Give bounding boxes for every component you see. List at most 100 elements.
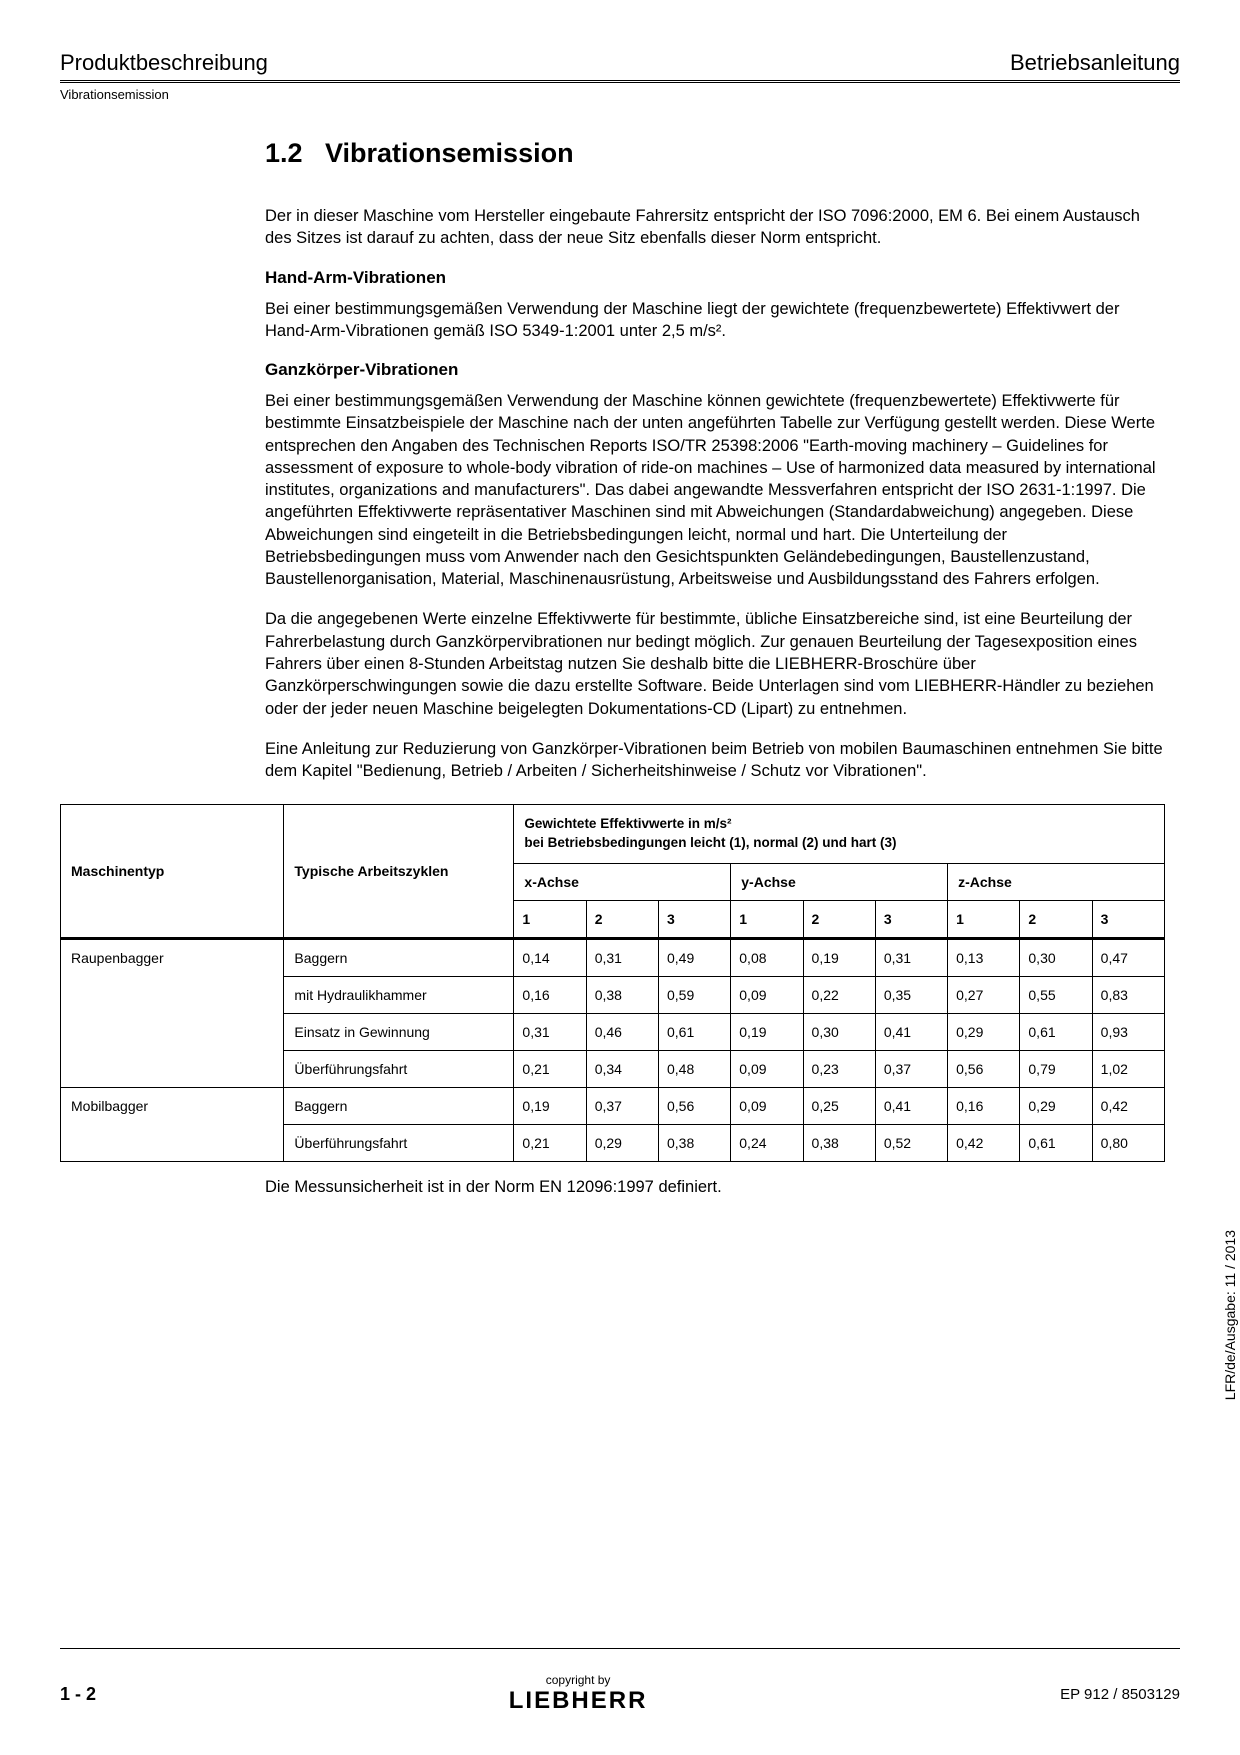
machine-type: Raupenbagger <box>61 939 284 1088</box>
table-value: 0,42 <box>948 1125 1020 1162</box>
vibration-table: Maschinentyp Typische Arbeitszyklen Gewi… <box>60 804 1165 1162</box>
ganzkoerper-p1: Bei einer bestimmungsgemäßen Verwendung … <box>265 390 1165 590</box>
ganzkoerper-p2: Da die angegebenen Werte einzelne Effekt… <box>265 608 1165 719</box>
table-value: 0,27 <box>948 977 1020 1014</box>
th-num: 1 <box>731 901 803 939</box>
table-value: 0,23 <box>803 1051 875 1088</box>
table-value: 0,19 <box>514 1088 586 1125</box>
header-left: Produktbeschreibung <box>60 50 268 76</box>
table-value: 0,61 <box>658 1014 730 1051</box>
th-num: 1 <box>948 901 1020 939</box>
table-value: 0,31 <box>514 1014 586 1051</box>
handarm-text: Bei einer bestimmungsgemäßen Verwendung … <box>265 298 1165 343</box>
table-value: 0,29 <box>948 1014 1020 1051</box>
table-value: 0,34 <box>586 1051 658 1088</box>
table-value: 0,61 <box>1020 1014 1092 1051</box>
table-value: 0,09 <box>731 977 803 1014</box>
table-value: 0,83 <box>1092 977 1164 1014</box>
table-value: 1,02 <box>1092 1051 1164 1088</box>
doc-number: EP 912 / 8503129 <box>1060 1686 1180 1703</box>
th-machine: Maschinentyp <box>61 805 284 939</box>
work-cycle: Einsatz in Gewinnung <box>284 1014 514 1051</box>
table-value: 0,14 <box>514 939 586 977</box>
table-value: 0,41 <box>875 1014 947 1051</box>
th-num: 1 <box>514 901 586 939</box>
table-value: 0,79 <box>1020 1051 1092 1088</box>
header-right: Betriebsanleitung <box>1010 50 1180 76</box>
copyright-text: copyright by <box>509 1673 648 1687</box>
work-cycle: Baggern <box>284 939 514 977</box>
table-value: 0,38 <box>658 1125 730 1162</box>
table-value: 0,30 <box>803 1014 875 1051</box>
table-value: 0,25 <box>803 1088 875 1125</box>
page-number: 1 - 2 <box>60 1684 96 1705</box>
liebherr-logo: LIEBHERR <box>509 1687 648 1715</box>
table-value: 0,37 <box>875 1051 947 1088</box>
table-value: 0,31 <box>586 939 658 977</box>
subheader: Vibrationsemission <box>60 82 1180 102</box>
th-num: 2 <box>586 901 658 939</box>
section-number: 1.2 <box>265 138 325 169</box>
table-value: 0,08 <box>731 939 803 977</box>
table-value: 0,49 <box>658 939 730 977</box>
table-value: 0,29 <box>586 1125 658 1162</box>
section-title-text: Vibrationsemission <box>325 138 574 168</box>
side-edition-text: LFR/de/Ausgabe: 11 / 2013 <box>1222 1230 1238 1400</box>
ganzkoerper-p3: Eine Anleitung zur Reduzierung von Ganzk… <box>265 738 1165 783</box>
table-value: 0,80 <box>1092 1125 1164 1162</box>
table-value: 0,93 <box>1092 1014 1164 1051</box>
intro-paragraph: Der in dieser Maschine vom Hersteller ei… <box>265 205 1165 250</box>
table-value: 0,22 <box>803 977 875 1014</box>
table-value: 0,37 <box>586 1088 658 1125</box>
th-cycle: Typische Arbeitszyklen <box>284 805 514 939</box>
table-value: 0,48 <box>658 1051 730 1088</box>
th-num: 2 <box>1020 901 1092 939</box>
ganzkoerper-heading: Ganzkörper-Vibrationen <box>265 360 1165 380</box>
th-num: 2 <box>803 901 875 939</box>
table-value: 0,19 <box>803 939 875 977</box>
work-cycle: Überführungsfahrt <box>284 1051 514 1088</box>
table-value: 0,21 <box>514 1125 586 1162</box>
work-cycle: Baggern <box>284 1088 514 1125</box>
table-value: 0,09 <box>731 1051 803 1088</box>
table-value: 0,35 <box>875 977 947 1014</box>
table-value: 0,52 <box>875 1125 947 1162</box>
work-cycle: Überführungsfahrt <box>284 1125 514 1162</box>
table-value: 0,30 <box>1020 939 1092 977</box>
table-value: 0,56 <box>658 1088 730 1125</box>
table-row: MobilbaggerBaggern0,190,370,560,090,250,… <box>61 1088 1165 1125</box>
th-num: 3 <box>875 901 947 939</box>
th-y-axis: y-Achse <box>731 864 948 901</box>
th-z-axis: z-Achse <box>948 864 1165 901</box>
table-row: RaupenbaggerBaggern0,140,310,490,080,190… <box>61 939 1165 977</box>
table-value: 0,42 <box>1092 1088 1164 1125</box>
table-value: 0,21 <box>514 1051 586 1088</box>
measurement-note: Die Messunsicherheit ist in der Norm EN … <box>265 1178 1165 1197</box>
section-title: 1.2Vibrationsemission <box>265 138 1165 169</box>
table-value: 0,31 <box>875 939 947 977</box>
th-num: 3 <box>1092 901 1164 939</box>
table-value: 0,19 <box>731 1014 803 1051</box>
table-value: 0,29 <box>1020 1088 1092 1125</box>
th-effektivwerte: Gewichtete Effektivwerte in m/s² bei Bet… <box>514 805 1165 864</box>
table-value: 0,38 <box>803 1125 875 1162</box>
table-value: 0,16 <box>948 1088 1020 1125</box>
table-value: 0,56 <box>948 1051 1020 1088</box>
table-value: 0,41 <box>875 1088 947 1125</box>
th-num: 3 <box>658 901 730 939</box>
table-value: 0,16 <box>514 977 586 1014</box>
table-value: 0,47 <box>1092 939 1164 977</box>
table-value: 0,38 <box>586 977 658 1014</box>
work-cycle: mit Hydraulikhammer <box>284 977 514 1014</box>
effekt-line1: Gewichtete Effektivwerte in m/s² <box>524 816 731 831</box>
table-value: 0,55 <box>1020 977 1092 1014</box>
table-value: 0,13 <box>948 939 1020 977</box>
table-value: 0,09 <box>731 1088 803 1125</box>
machine-type: Mobilbagger <box>61 1088 284 1162</box>
table-value: 0,24 <box>731 1125 803 1162</box>
table-value: 0,46 <box>586 1014 658 1051</box>
th-x-axis: x-Achse <box>514 864 731 901</box>
handarm-heading: Hand-Arm-Vibrationen <box>265 268 1165 288</box>
table-value: 0,61 <box>1020 1125 1092 1162</box>
table-value: 0,59 <box>658 977 730 1014</box>
